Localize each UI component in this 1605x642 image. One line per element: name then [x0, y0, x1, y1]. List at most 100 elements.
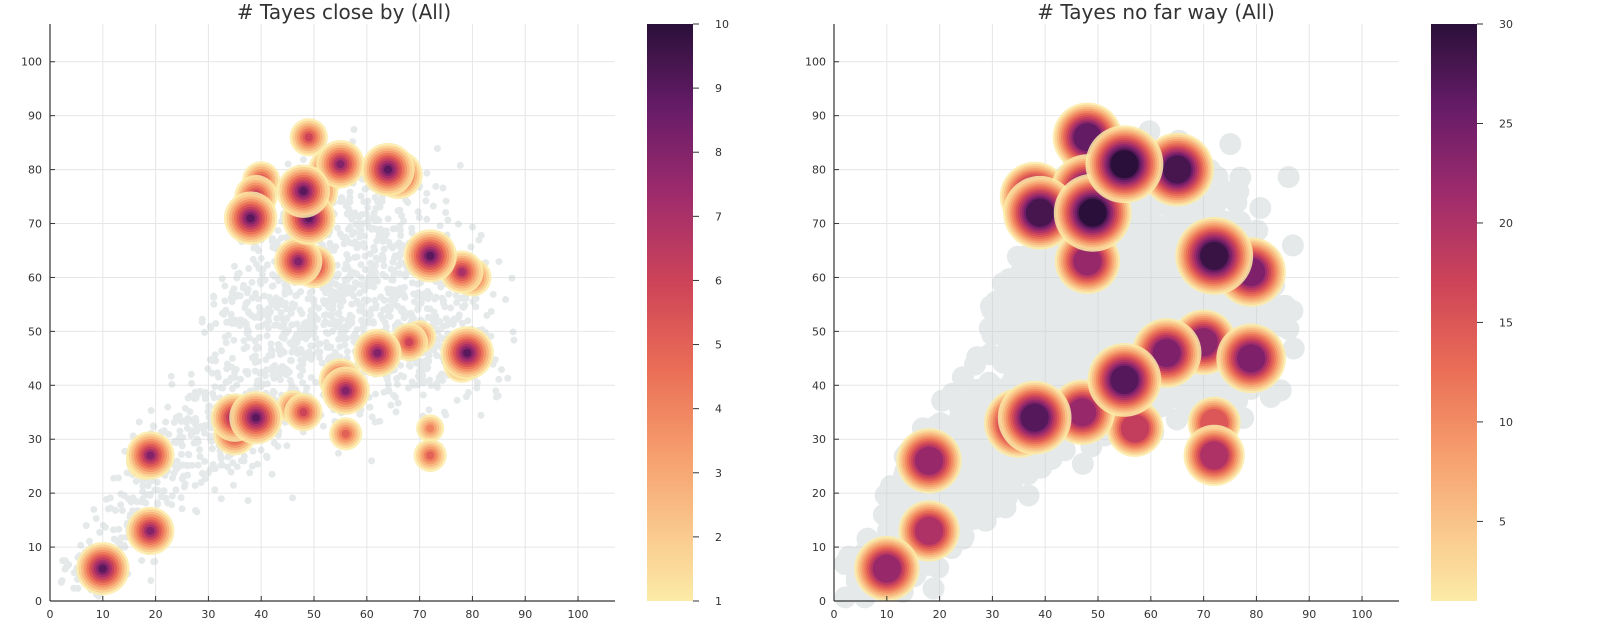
left-background-point	[255, 303, 263, 311]
left-background-point	[298, 329, 306, 337]
left-background-point	[193, 508, 201, 516]
left-background-point	[375, 216, 383, 224]
left-background-point	[350, 125, 358, 133]
left-background-point	[387, 401, 395, 409]
right-cluster-point	[1025, 198, 1054, 227]
left-background-point	[401, 293, 409, 301]
left-background-point	[228, 363, 236, 371]
left-background-point	[269, 387, 277, 395]
left-background-point	[379, 315, 387, 323]
left-background-point	[251, 352, 259, 360]
left-background-point	[357, 261, 365, 269]
left-background-point	[345, 283, 353, 291]
left-background-point	[281, 290, 289, 298]
left-background-point	[367, 311, 375, 319]
left-background-point	[362, 210, 370, 218]
left-background-point	[170, 438, 178, 446]
left-background-point	[221, 297, 229, 305]
left-background-point	[417, 299, 425, 307]
left-background-point	[400, 290, 408, 298]
left-background-point	[283, 314, 291, 322]
left-background-point	[341, 341, 349, 349]
left-background-point	[253, 313, 261, 321]
right-background-point	[956, 406, 979, 429]
right-cluster-point	[1237, 344, 1266, 373]
left-background-point	[390, 271, 398, 279]
left-background-point	[326, 281, 334, 289]
left-background-point	[504, 374, 512, 382]
left-background-point	[269, 243, 277, 251]
left-background-point	[263, 380, 271, 388]
left-background-point	[306, 289, 314, 297]
right-x-tick-label: 70	[1197, 608, 1211, 621]
left-background-point	[375, 227, 383, 235]
left-background-point	[310, 298, 318, 306]
left-background-point	[384, 285, 392, 293]
left-background-point	[359, 220, 367, 228]
left-background-point	[115, 525, 123, 533]
left-background-point	[287, 309, 295, 317]
left-background-point	[419, 371, 427, 379]
left-background-point	[369, 318, 377, 326]
left-background-point	[299, 366, 307, 374]
left-background-point	[261, 310, 269, 318]
left-background-point	[414, 208, 422, 216]
left-background-point	[129, 494, 137, 502]
left-background-point	[458, 303, 466, 311]
left-background-point	[306, 317, 314, 325]
left-background-point	[356, 233, 364, 241]
left-background-point	[268, 470, 276, 478]
left-background-point	[339, 331, 347, 339]
left-background-point	[355, 241, 363, 249]
right-cluster-point	[1068, 398, 1097, 427]
left-background-point	[162, 494, 170, 502]
left-background-point	[275, 346, 283, 354]
left-background-point	[310, 330, 318, 338]
left-background-point	[397, 232, 405, 240]
left-cluster-point	[146, 526, 155, 535]
left-background-point	[369, 224, 377, 232]
left-background-point	[449, 320, 457, 328]
left-background-point	[298, 310, 306, 318]
left-background-point	[318, 359, 326, 367]
left-background-point	[232, 293, 240, 301]
left-cluster-point	[98, 564, 107, 573]
left-background-point	[502, 296, 510, 304]
left-clusters	[76, 118, 494, 596]
left-background-point	[117, 534, 125, 542]
left-cluster-19	[126, 506, 175, 556]
left-background-point	[390, 292, 398, 300]
left-background-point	[206, 322, 214, 330]
left-background-point	[344, 263, 352, 271]
right-x-tick-label: 20	[933, 608, 947, 621]
left-background-point	[342, 236, 350, 244]
left-background-point	[233, 274, 241, 282]
left-background-point	[306, 352, 314, 360]
left-background-point	[414, 372, 422, 380]
right-cluster-point	[915, 516, 944, 545]
left-background-point	[208, 437, 216, 445]
left-background-point	[111, 506, 119, 514]
left-background-point	[206, 402, 214, 410]
left-background-point	[360, 296, 368, 304]
right-cluster-3	[1183, 424, 1245, 487]
left-background-point	[344, 316, 352, 324]
left-background-point	[363, 278, 371, 286]
left-background-point	[398, 305, 406, 313]
left-background-point	[277, 322, 285, 330]
left-background-point	[104, 505, 112, 513]
left-background-point	[397, 372, 405, 380]
left-background-point	[285, 327, 293, 335]
left-y-tick-label: 80	[28, 164, 42, 177]
left-cluster-35	[361, 142, 415, 197]
left-cluster-point	[426, 424, 435, 433]
left-background-point	[359, 242, 367, 250]
left-background-point	[261, 276, 269, 284]
left-background-point	[348, 215, 356, 223]
left-background-point	[110, 535, 118, 543]
left-background-point	[233, 463, 241, 471]
left-background-point	[332, 280, 340, 288]
left-background-point	[314, 341, 322, 349]
left-background-point	[365, 223, 373, 231]
left-background-point	[309, 322, 317, 330]
